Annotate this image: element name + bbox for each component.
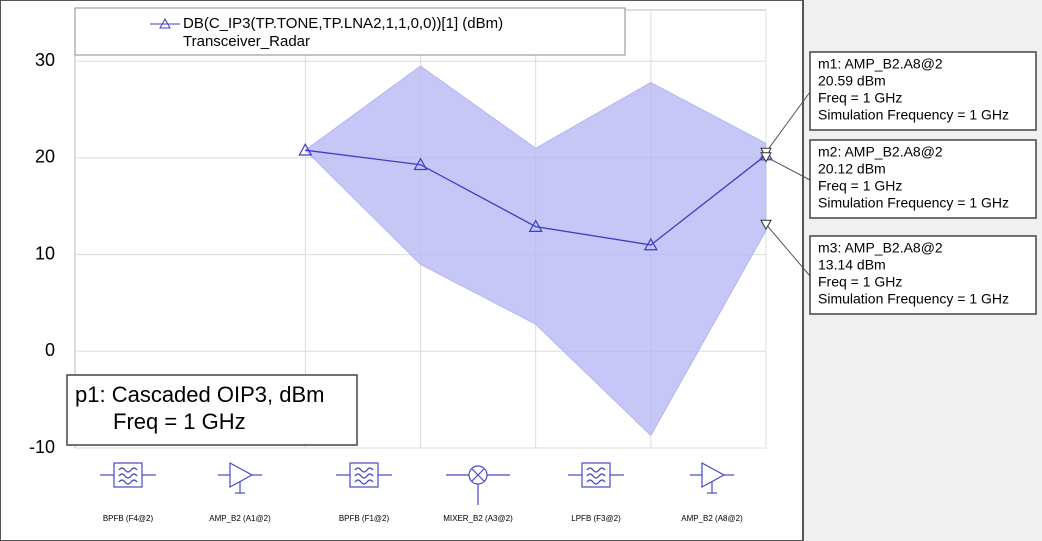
marker-text: 20.12 dBm: [818, 161, 886, 177]
filter-icon: [336, 462, 392, 488]
filter-icon: [100, 462, 156, 488]
marker-text: m2: AMP_B2.A8@2: [818, 144, 943, 160]
marker-leader: [765, 156, 811, 181]
y-tick-label: 20: [35, 147, 55, 167]
component-label: BPFB (F4@2): [103, 514, 154, 523]
marker-text: m1: AMP_B2.A8@2: [818, 56, 943, 72]
marker-text: Simulation Frequency = 1 GHz: [818, 107, 1009, 123]
y-tick-label: -10: [29, 437, 55, 457]
marker-text: 13.14 dBm: [818, 257, 886, 273]
component-label: MIXER_B2 (A3@2): [443, 514, 513, 523]
marker-glyph: [760, 219, 772, 231]
marker-text: Freq = 1 GHz: [818, 90, 902, 106]
legend-text: Transceiver_Radar: [183, 33, 310, 50]
component-label: AMP_B2 (A8@2): [681, 514, 743, 523]
legend-text: DB(C_IP3(TP.TONE,TP.LNA2,1,1,0,0))[1] (d…: [183, 15, 503, 32]
marker-text: m3: AMP_B2.A8@2: [818, 240, 943, 256]
series-line: [305, 149, 767, 246]
marker-text: Simulation Frequency = 1 GHz: [818, 195, 1009, 211]
annotation-text: p1: Cascaded OIP3, dBm: [75, 382, 324, 407]
marker-text: Freq = 1 GHz: [818, 178, 902, 194]
point-marker: [413, 157, 428, 171]
component-icons: [100, 461, 734, 505]
component-label: BPFB (F1@2): [339, 514, 390, 523]
marker-text: Freq = 1 GHz: [818, 274, 902, 290]
amp-icon: [218, 461, 262, 494]
marker-leader: [765, 223, 811, 277]
y-tick-label: 30: [35, 50, 55, 70]
filter-icon: [568, 462, 624, 488]
marker-glyph: [760, 152, 772, 163]
point-marker: [528, 219, 543, 232]
point-marker: [298, 142, 313, 156]
legend-swatch-marker: [159, 17, 171, 29]
y-tick-label: 10: [35, 243, 55, 263]
annotation-box: [66, 374, 358, 446]
marker-box: [809, 139, 1037, 219]
marker-box: [809, 235, 1037, 315]
legend-box: [74, 7, 626, 56]
annotation-text: Freq = 1 GHz: [113, 409, 246, 434]
point-marker: [643, 237, 658, 251]
amp-icon: [690, 461, 734, 494]
y-tick-label: 0: [45, 340, 55, 360]
marker-box: [809, 51, 1037, 131]
component-label: LPFB (F3@2): [571, 514, 621, 523]
marker-text: Simulation Frequency = 1 GHz: [818, 291, 1009, 307]
component-label: AMP_B2 (A1@2): [209, 514, 271, 523]
marker-leader: [765, 91, 811, 153]
marker-text: 20.59 dBm: [818, 73, 886, 89]
mixer-icon: [446, 465, 510, 505]
